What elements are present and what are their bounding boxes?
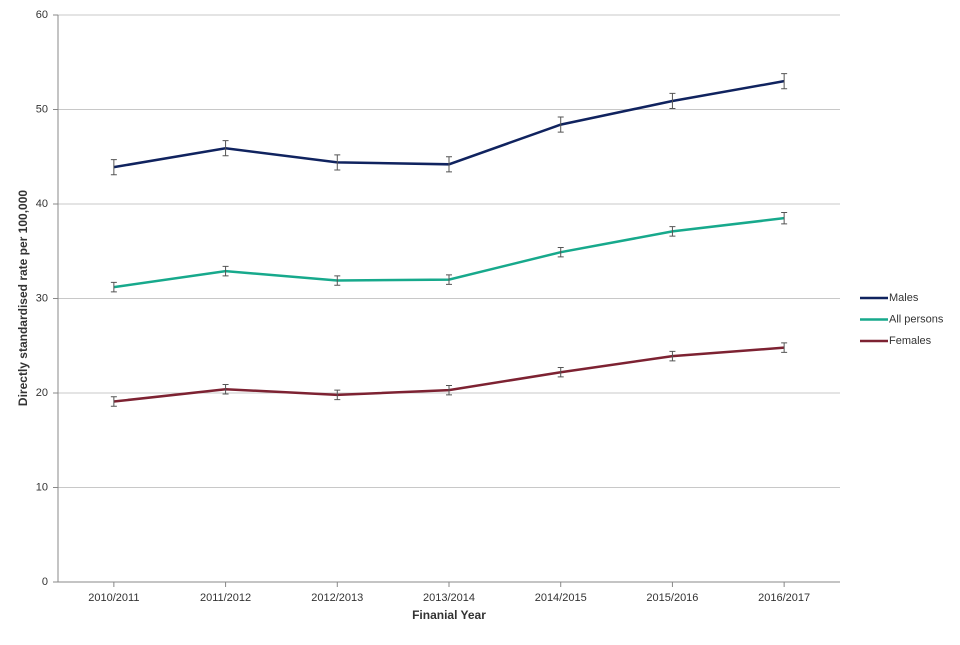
error-bar bbox=[557, 116, 564, 133]
x-axis-label: Finanial Year bbox=[412, 608, 486, 622]
error-bar bbox=[669, 92, 676, 110]
y-tick-label: 40 bbox=[36, 198, 48, 210]
x-tick-label: 2015/2016 bbox=[646, 592, 698, 604]
y-tick-label: 50 bbox=[36, 103, 48, 115]
error-bar bbox=[446, 384, 452, 396]
error-bar bbox=[222, 265, 229, 277]
error-bar bbox=[781, 342, 788, 353]
error-bar bbox=[781, 212, 788, 225]
legend-label: Males bbox=[889, 292, 919, 304]
error-bar bbox=[110, 281, 117, 293]
error-bar bbox=[334, 389, 341, 401]
series-line bbox=[113, 79, 785, 169]
error-bar bbox=[446, 156, 452, 173]
error-bar bbox=[334, 154, 341, 171]
y-tick-label: 30 bbox=[36, 292, 48, 304]
error-bar bbox=[110, 159, 117, 176]
x-tick-label: 2011/2012 bbox=[200, 592, 251, 604]
error-bar bbox=[781, 73, 788, 90]
x-tick-label: 2012/2013 bbox=[311, 592, 363, 604]
y-tick-label: 20 bbox=[36, 387, 48, 399]
error-bar bbox=[110, 396, 117, 407]
legend-label: All persons bbox=[889, 313, 944, 325]
error-bar bbox=[222, 383, 229, 395]
error-bar bbox=[446, 274, 452, 285]
y-tick-label: 10 bbox=[36, 481, 48, 493]
error-bar bbox=[334, 275, 341, 286]
error-bar bbox=[557, 366, 564, 378]
y-tick-label: 0 bbox=[42, 576, 48, 588]
x-tick-label: 2013/2014 bbox=[423, 592, 475, 604]
y-tick-label: 60 bbox=[36, 9, 48, 21]
error-bar bbox=[669, 226, 676, 237]
error-bar bbox=[222, 140, 229, 157]
x-tick-label: 2010/2011 bbox=[88, 592, 139, 604]
x-tick-label: 2016/2017 bbox=[758, 592, 810, 604]
x-tick-label: 2014/2015 bbox=[535, 592, 587, 604]
legend-label: Females bbox=[889, 335, 932, 347]
error-bar bbox=[669, 350, 676, 362]
y-axis-label: Directly standardised rate per 100,000 bbox=[16, 190, 30, 406]
error-bar bbox=[557, 246, 564, 258]
